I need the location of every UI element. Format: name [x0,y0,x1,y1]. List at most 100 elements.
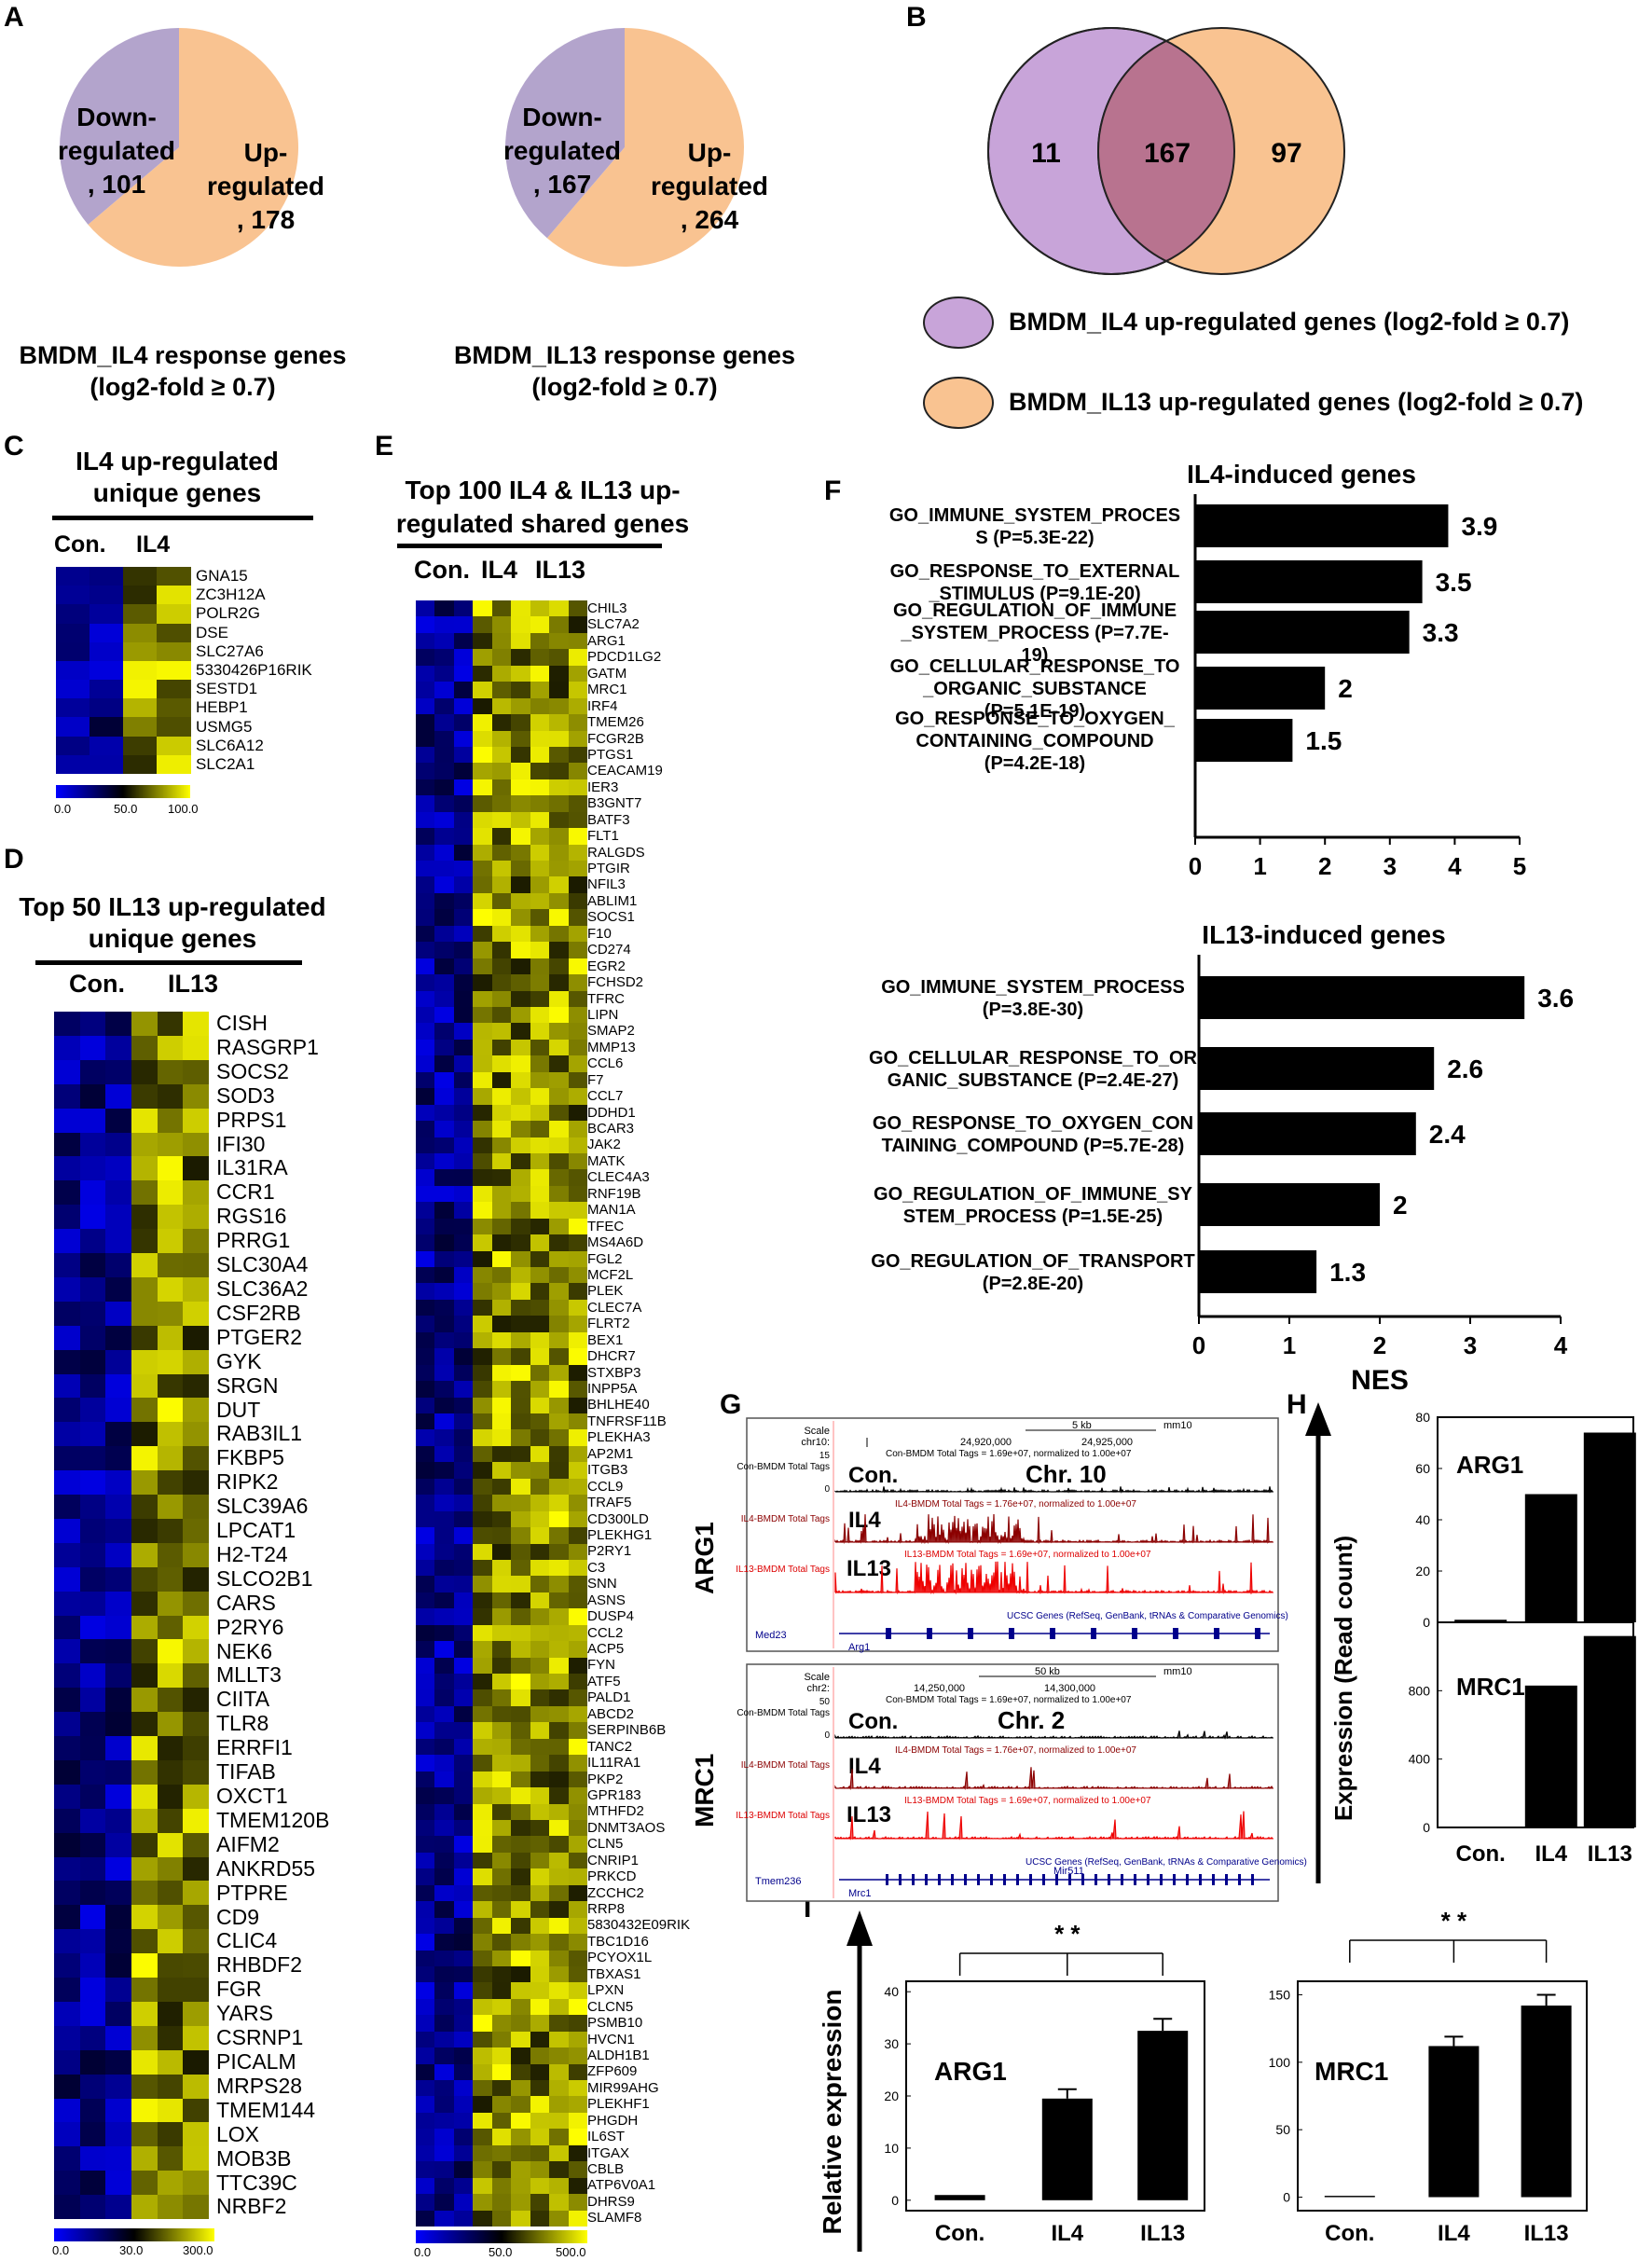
heatmap-cell [530,2112,550,2130]
heatmap-cell [453,1950,474,1967]
heatmap-cell [56,698,90,718]
heatmap-cell [549,1185,570,1203]
heatmap-cell [453,1624,474,1642]
heatmap-cell [549,1299,570,1317]
heatmap-cell [131,1663,158,1689]
heatmap-cell [530,1218,550,1235]
heatmap-gene-label: LPCAT1 [216,1518,296,1543]
heatmap-cell [123,604,158,625]
heatmap-cell [416,1137,435,1154]
heatmap-cell [453,1884,474,1902]
heatmap-cell [453,1836,474,1854]
heatmap-cell [434,1299,455,1317]
heatmap-gene-label: ITGB3 [587,1462,628,1479]
heatmap-gene-label: CLEC4A3 [587,1169,650,1186]
browser-exon [1029,1874,1032,1885]
heatmap-cell [434,649,455,667]
heatmap-cell [549,1641,570,1659]
heatmap-cell [473,2144,493,2162]
heatmap-cell [453,990,474,1008]
heatmap-gene-label: SLC39A6 [216,1494,309,1519]
heatmap-cell [568,649,588,667]
heatmap-cell [157,1495,184,1520]
heatmap-cell [434,844,455,862]
bar [1583,1432,1636,1622]
heatmap-cell [473,714,493,732]
heatmap-cell [530,2063,550,2081]
heatmap-cell [530,876,550,894]
heatmap-cell [491,1787,512,1805]
heatmap-gene-label: 5330426P16RIK [196,661,312,680]
heatmap-cell [157,1083,184,1110]
heatmap-gene-label: CSRNP1 [216,2025,304,2050]
heatmap-cell [511,2129,531,2146]
heatmap-cell [416,1738,435,1756]
heatmap-cell [568,1445,588,1463]
heatmap-cell [416,2047,435,2065]
heatmap-cell [416,942,435,959]
heatmap-cell [530,1445,550,1463]
x-tick-label: 2 [1318,852,1331,880]
heatmap-cell [530,1202,550,1220]
heatmap-cell [491,861,512,877]
heatmap-cell [473,1218,493,1235]
heatmap-gene-label: TRAF5 [587,1495,632,1511]
heatmap-cell [453,828,474,846]
heatmap-gene-label: RASGRP1 [216,1034,319,1059]
heatmap-cell [568,1202,588,1220]
browser-row-label-mrc1: MRC1 [690,1753,719,1827]
heatmap-cell [416,1836,435,1854]
heatmap-cell [453,779,474,796]
heatmap-cell [473,1527,493,1545]
x-tick-label: IL13 [1140,2221,1185,2246]
heatmap-cell [511,1169,531,1187]
heatmap-cell [473,2194,493,2212]
browser-pos2: 14,300,000 [1044,1683,1095,1694]
heatmap-cell [157,1736,184,1761]
heatmap-cell [453,2047,474,2065]
heatmap-cell [453,1901,474,1919]
heatmap-cell [511,1495,531,1512]
heatmap-cell [453,1137,474,1154]
heatmap-cell [54,2049,81,2075]
heatmap-cell [549,1381,570,1399]
heatmap-cell [568,2194,588,2212]
heatmap-cell [434,2194,455,2212]
heatmap-cell [434,1674,455,1690]
heatmap-cell [105,1663,132,1689]
heatmap-gene-label: LIPN [587,1006,619,1023]
heatmap-cell [491,1445,512,1463]
heatmap-cell [79,1495,106,1520]
heatmap-cell [453,1527,474,1545]
heatmap-cell [416,861,435,877]
category-label: (P=3.8E-30) [983,1000,1083,1020]
heatmap-cell [473,1755,493,1772]
heatmap-cell [453,1965,474,1983]
heatmap-gene-label: SLC36A2 [216,1275,309,1301]
pie-slice-down [505,28,625,239]
heatmap-cell [434,1527,455,1545]
heatmap-c-color-scale [56,785,190,798]
heatmap-cell [131,1253,158,1278]
heatmap-gene-label: USMG5 [196,717,253,736]
heatmap-cell [79,1688,106,1713]
heatmap-gene-label: BHLHE40 [587,1397,650,1413]
bar [934,2195,985,2200]
heatmap-cell [568,1397,588,1414]
heatmap-cell [131,1639,158,1664]
heatmap-cell [530,1007,550,1024]
heatmap-cell [105,1059,132,1085]
heatmap-cell [473,697,493,715]
heatmap-cell [530,1836,550,1854]
heatmap-cell [416,616,435,634]
heatmap-cell [491,1576,512,1593]
heatmap-cell [183,2122,210,2147]
category-label: (P=2.8E-20) [983,1274,1083,1294]
heatmap-cell [105,1349,132,1374]
heatmap-cell [416,1445,435,1463]
heatmap-cell [491,632,512,650]
heatmap-cell [491,1836,512,1854]
heatmap-cell [453,665,474,682]
heatmap-cell [549,876,570,894]
heatmap-cell [568,1641,588,1659]
